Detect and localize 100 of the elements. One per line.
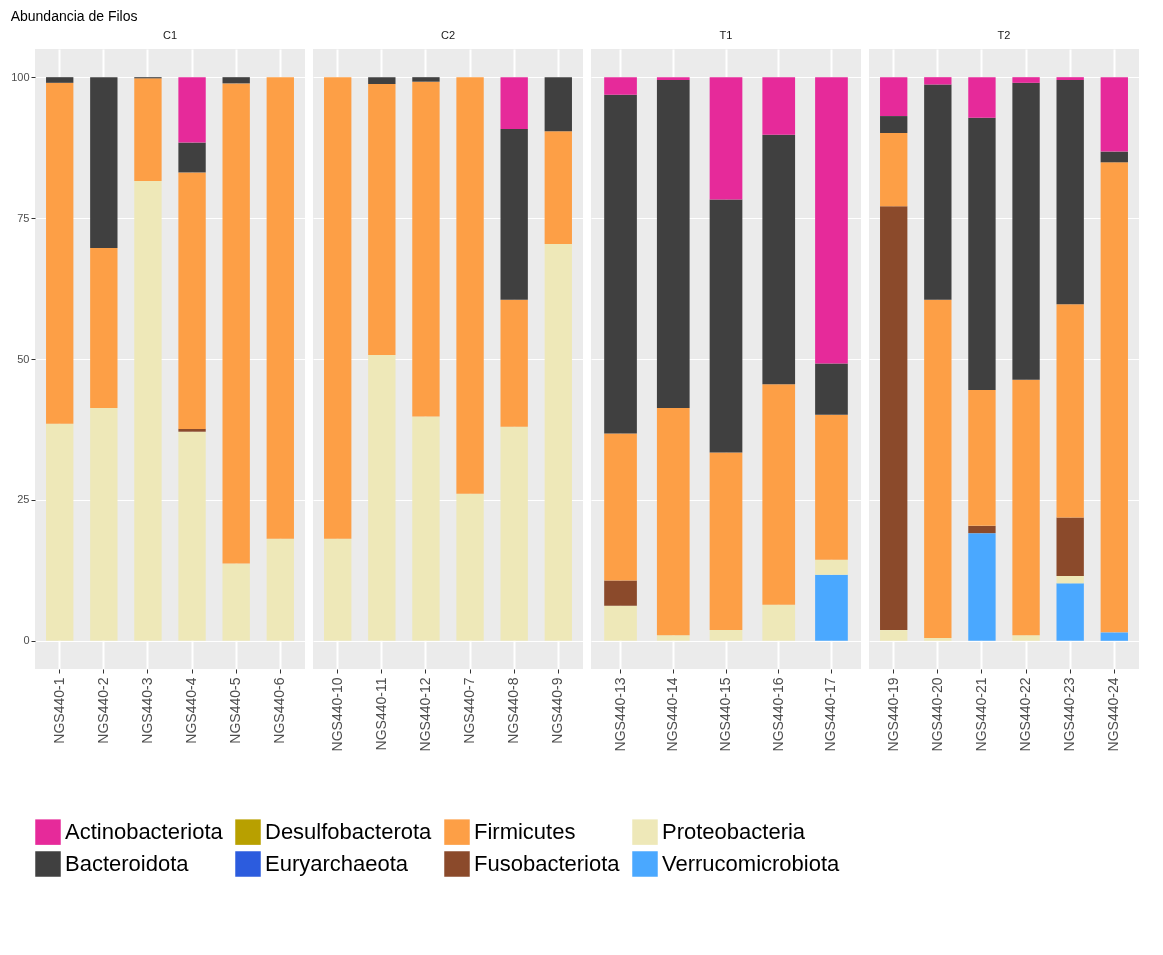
bar [90,77,118,248]
bar [880,206,908,631]
bar [368,77,396,84]
x-tick-label: NGS440-13 [611,677,628,752]
bar [762,384,796,605]
x-tick-label: NGS440-5 [227,677,244,744]
x-tick-label: NGS440-4 [183,677,200,744]
bar [134,180,162,641]
bar [880,132,908,207]
x-tick-label: NGS440-20 [928,677,945,752]
x-tick-label: NGS440-24 [1105,677,1122,752]
bar [709,630,743,641]
y-tick-label: 100 [11,70,30,83]
bar [880,630,908,641]
bar [1056,80,1084,305]
bar [46,423,74,641]
bar [368,355,396,641]
bar [500,77,528,130]
bar [968,390,996,526]
bar [1056,583,1084,641]
legend-label: Actinobacteriota [65,819,224,845]
bar [762,77,796,135]
bar [815,559,848,575]
bar [880,77,908,117]
y-tick-label: 75 [17,211,30,224]
y-axis-title: Abundancia de Filos [10,8,138,24]
bar [456,493,484,641]
bar [968,533,996,641]
bar [924,77,952,85]
bar [880,116,908,133]
legend-label: Desulfobacterota [265,819,433,845]
y-tick-label: 0 [23,634,30,647]
legend-label: Fusobacteriota [474,851,621,876]
x-tick-label: NGS440-21 [972,677,989,752]
bar [178,142,206,173]
x-tick-label: NGS440-1 [50,677,67,744]
legend-label: Bacteroidota [65,851,190,876]
bar [46,77,74,83]
bar [709,77,743,200]
x-tick-label: NGS440-8 [505,677,522,744]
chart-title: T1 [719,29,733,41]
bar [544,131,572,245]
bar [134,78,162,181]
x-tick-label: NGS440-2 [94,677,111,744]
legend-label: Verrucomicrobiota [662,851,841,876]
bar [815,574,848,641]
bar [178,431,206,641]
bar [968,525,996,534]
bar [762,604,796,641]
x-tick-label: NGS440-11 [372,677,389,751]
bar [1056,77,1084,80]
bar [924,84,952,300]
bar [456,77,484,494]
bar [1100,151,1128,163]
legend-label: Firmicutes [474,819,576,845]
bar [178,428,206,432]
chart-title: C2 [440,29,456,41]
x-tick-label: NGS440-23 [1061,677,1078,752]
bar [815,363,848,415]
bar [815,414,848,560]
bar [656,77,690,80]
legend-label: Euryarchaeota [265,851,409,876]
bar [604,94,637,434]
bar [368,83,396,356]
bar [544,77,572,132]
bar [968,117,996,390]
x-tick-label: NGS440-7 [461,677,478,744]
bar [412,416,440,641]
bar [500,426,528,641]
x-tick-label: NGS440-12 [416,677,433,752]
x-tick-label: NGS440-17 [822,677,839,752]
bar [656,80,690,409]
bar [1100,632,1128,641]
bar [604,580,637,606]
bar [544,244,572,641]
bar [1100,162,1128,633]
bar [924,638,952,641]
bar [604,77,637,95]
bar [656,408,690,636]
bar [1056,576,1084,584]
bar [90,247,118,409]
bar [266,77,294,539]
x-tick-label: NGS440-3 [138,677,155,744]
x-tick-label: NGS440-22 [1017,677,1034,752]
x-tick-label: NGS440-10 [328,677,345,752]
x-tick-label: NGS440-15 [717,677,733,752]
bar [762,134,796,385]
bar [1012,77,1040,83]
bar [1012,82,1040,380]
x-tick-label: NGS440-19 [884,677,901,752]
bar [709,199,743,453]
bar [90,408,118,641]
bar [709,452,743,631]
bar [1056,304,1084,518]
bar [46,82,74,424]
bar [412,81,440,417]
y-tick-label: 50 [17,352,30,365]
x-tick-label: NGS440-6 [271,677,288,744]
bar [1012,635,1040,641]
bar [604,605,637,641]
